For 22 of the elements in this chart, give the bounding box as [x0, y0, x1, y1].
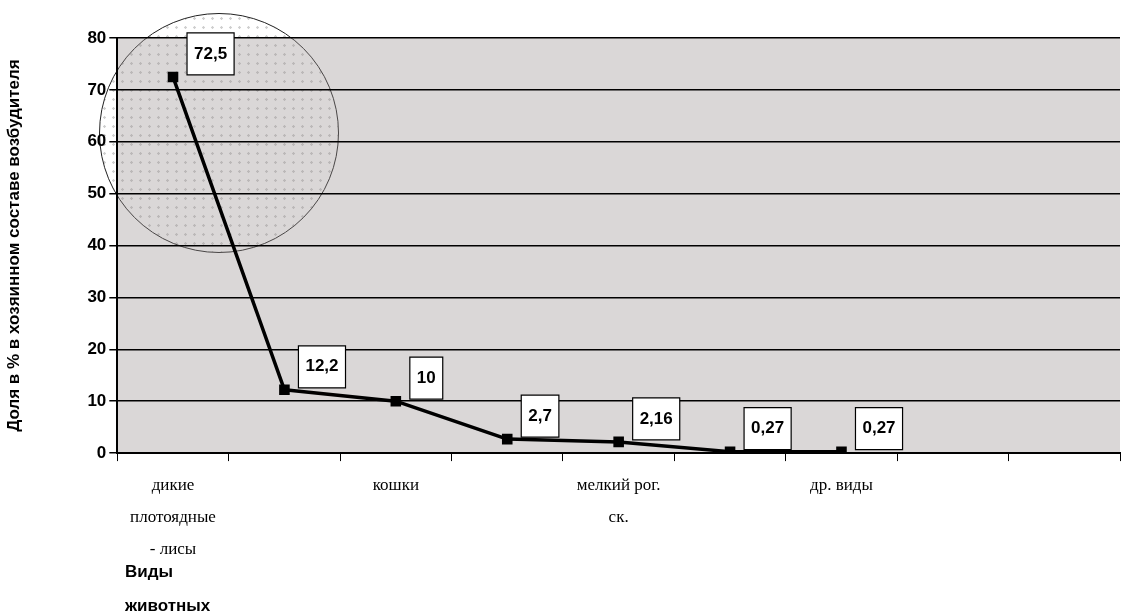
y-tick-label: 30 [87, 287, 107, 307]
data-label: 2,16 [639, 408, 673, 428]
y-tick-label: 60 [87, 131, 107, 151]
data-label: 10 [416, 367, 436, 387]
x-tick-label: др. виды [810, 474, 874, 494]
data-label: 12,2 [305, 356, 339, 376]
y-axis-title: Доля в % в хозяинном составе возбудителя [3, 59, 23, 432]
x-tick-label: мелкий рог. ск. [576, 474, 661, 527]
data-label: 0,27 [751, 418, 785, 438]
y-tick-label: 70 [87, 79, 107, 99]
data-label: 0,27 [862, 418, 896, 438]
x-tick-label: дикие плотоядные - лисы [130, 474, 216, 559]
y-tick-label: 20 [87, 339, 107, 359]
data-label: 2,7 [528, 405, 552, 425]
y-tick-label: 0 [96, 442, 107, 462]
y-tick-label: 50 [87, 183, 107, 203]
x-axis-title: Виды животных [124, 561, 211, 614]
y-tick-label: 80 [87, 27, 107, 47]
x-tick-label: кошки [372, 474, 420, 494]
y-tick-label: 10 [87, 390, 107, 410]
y-tick-label: 40 [87, 235, 107, 255]
data-label: 72,5 [194, 43, 228, 63]
